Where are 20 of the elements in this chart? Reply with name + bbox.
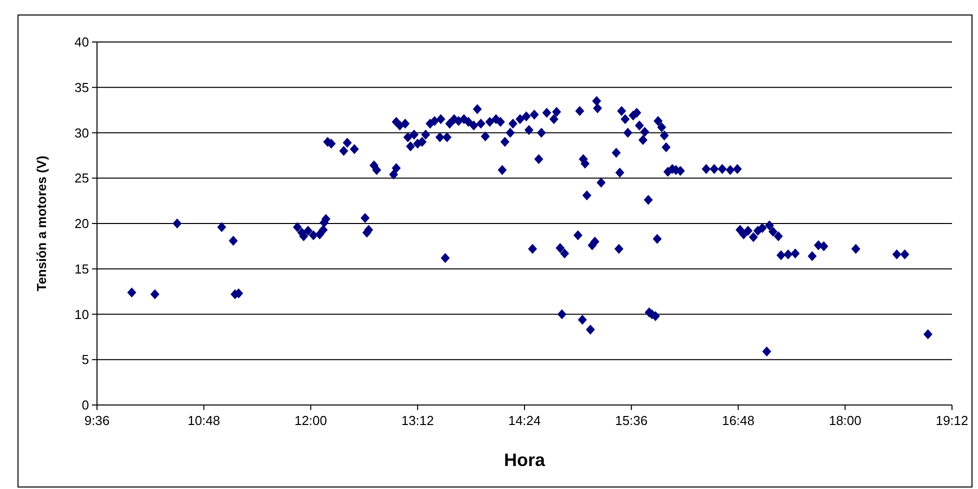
x-tick-label: 18:00 <box>828 413 862 428</box>
y-tick-label: 35 <box>74 80 89 95</box>
y-tick-label: 20 <box>74 216 89 232</box>
y-axis-title: Tensión a motores (V) <box>34 156 49 292</box>
y-tick-label: 0 <box>82 398 89 413</box>
y-tick-label: 15 <box>74 261 89 276</box>
x-tick-label: 19:12 <box>936 413 968 428</box>
y-tick-label: 30 <box>74 125 89 140</box>
x-tick-label: 13:12 <box>401 413 434 428</box>
x-tick-label: 9:36 <box>84 413 110 428</box>
x-axis-title: Hora <box>504 450 546 470</box>
x-tick-label: 14:24 <box>508 413 541 428</box>
x-tick-label: 10:48 <box>188 413 220 428</box>
y-tick-label: 10 <box>74 306 89 322</box>
y-tick-label: 40 <box>74 34 89 50</box>
y-tick-label: 5 <box>82 352 89 368</box>
x-tick-label: 15:36 <box>615 413 648 428</box>
x-tick-label: 12:00 <box>294 413 328 428</box>
y-tick-label: 25 <box>74 170 89 186</box>
x-tick-label: 16:48 <box>722 413 755 428</box>
